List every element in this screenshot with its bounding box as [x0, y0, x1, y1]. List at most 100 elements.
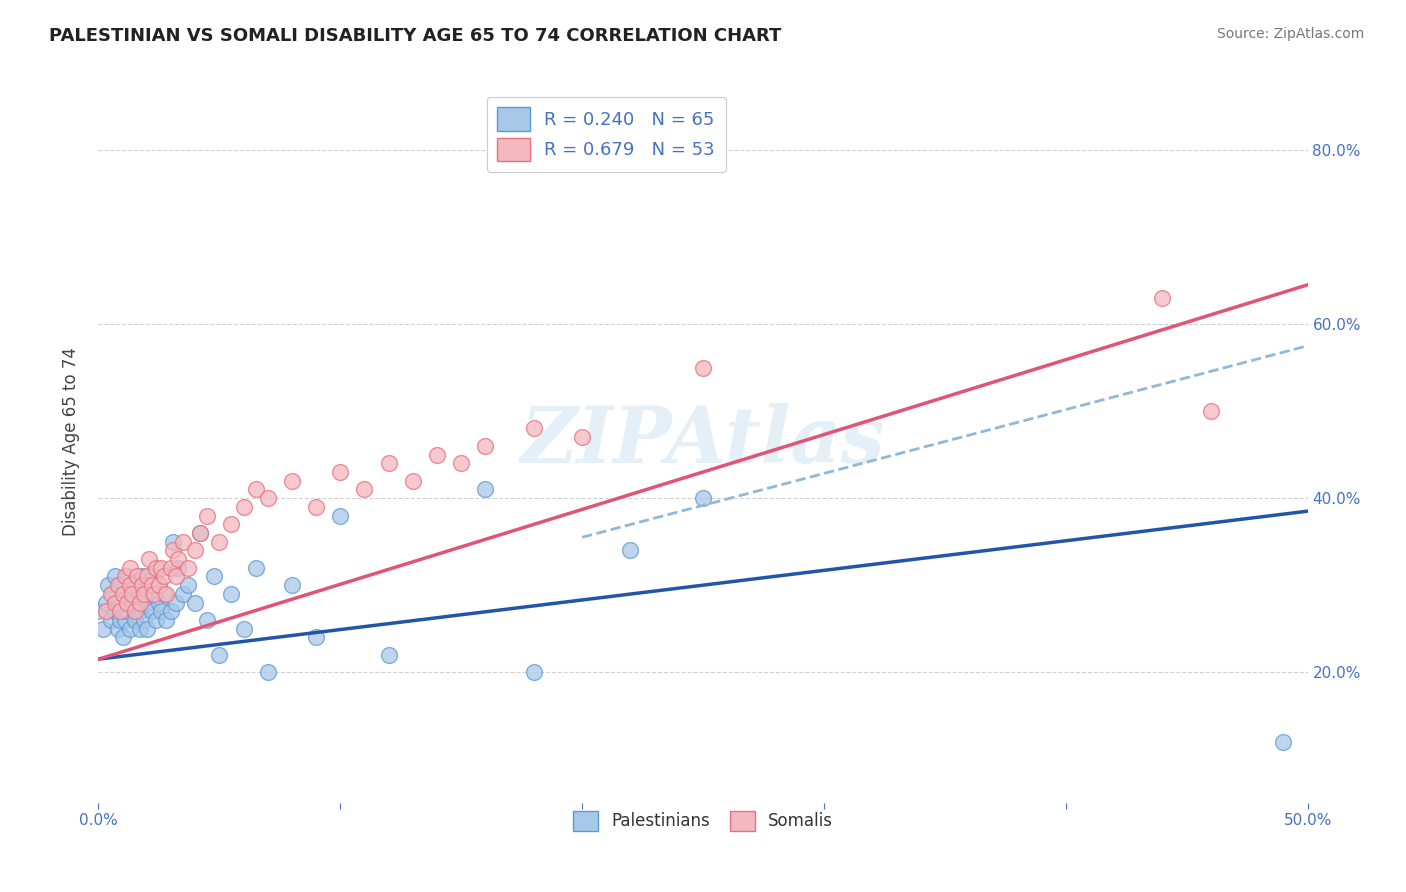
Point [111, 604, 134, 618]
Point [160, 604, 183, 618]
Point [131, 569, 153, 583]
Point [377, 456, 399, 470]
Point [148, 596, 170, 610]
Point [131, 587, 153, 601]
Point [124, 604, 146, 618]
Point [172, 587, 194, 601]
Text: PALESTINIAN VS SOMALI DISABILITY AGE 65 TO 74 CORRELATION CHART: PALESTINIAN VS SOMALI DISABILITY AGE 65 … [49, 27, 782, 45]
Point [114, 613, 136, 627]
Point [162, 534, 184, 549]
Point [426, 448, 449, 462]
Point [177, 561, 200, 575]
Point [104, 604, 127, 618]
Point [100, 587, 122, 601]
Point [127, 569, 149, 583]
Point [245, 561, 267, 575]
Point [256, 491, 278, 505]
Point [94, 604, 117, 618]
Point [167, 561, 190, 575]
Point [402, 474, 425, 488]
Point [281, 578, 304, 592]
Point [1199, 404, 1222, 418]
Point [91, 622, 114, 636]
Point [94, 596, 117, 610]
Point [150, 561, 173, 575]
Point [1272, 735, 1295, 749]
Point [353, 483, 375, 497]
Point [143, 587, 166, 601]
Point [107, 622, 129, 636]
Point [204, 569, 226, 583]
Point [135, 569, 157, 583]
Point [195, 613, 218, 627]
Point [208, 534, 231, 549]
Point [127, 596, 149, 610]
Point [150, 604, 173, 618]
Point [118, 561, 141, 575]
Point [619, 543, 641, 558]
Point [145, 613, 167, 627]
Point [107, 578, 129, 592]
Point [118, 587, 141, 601]
Point [167, 552, 190, 566]
Point [141, 604, 163, 618]
Point [165, 569, 187, 583]
Point [245, 483, 267, 497]
Point [138, 552, 160, 566]
Point [281, 474, 304, 488]
Point [124, 578, 146, 592]
Point [108, 578, 131, 592]
Point [143, 569, 166, 583]
Point [138, 578, 160, 592]
Point [134, 587, 156, 601]
Point [118, 622, 141, 636]
Point [117, 604, 139, 618]
Point [184, 596, 207, 610]
Point [118, 578, 141, 592]
Point [141, 587, 163, 601]
Point [571, 430, 593, 444]
Point [523, 665, 546, 680]
Point [692, 360, 714, 375]
Point [160, 561, 183, 575]
Y-axis label: Disability Age 65 to 74: Disability Age 65 to 74 [62, 347, 80, 536]
Point [377, 648, 399, 662]
Point [152, 587, 174, 601]
Point [111, 587, 134, 601]
Point [135, 622, 157, 636]
Point [329, 465, 352, 479]
Point [108, 613, 131, 627]
Point [108, 604, 131, 618]
Point [134, 613, 156, 627]
Point [165, 596, 187, 610]
Point [148, 578, 170, 592]
Point [121, 596, 143, 610]
Point [450, 456, 472, 470]
Point [124, 613, 146, 627]
Point [305, 631, 328, 645]
Point [117, 569, 139, 583]
Point [1152, 291, 1174, 305]
Point [221, 587, 243, 601]
Point [114, 569, 136, 583]
Point [177, 578, 200, 592]
Point [305, 500, 328, 514]
Text: ZIPAtlas: ZIPAtlas [520, 403, 886, 480]
Point [208, 648, 231, 662]
Point [97, 578, 120, 592]
Point [117, 596, 139, 610]
Point [87, 604, 110, 618]
Point [221, 517, 243, 532]
Point [188, 525, 211, 540]
Point [121, 587, 143, 601]
Point [232, 622, 254, 636]
Point [256, 665, 278, 680]
Point [329, 508, 352, 523]
Point [148, 578, 170, 592]
Point [188, 525, 211, 540]
Point [474, 439, 496, 453]
Point [195, 508, 218, 523]
Text: Source: ZipAtlas.com: Source: ZipAtlas.com [1216, 27, 1364, 41]
Point [128, 596, 150, 610]
Point [128, 622, 150, 636]
